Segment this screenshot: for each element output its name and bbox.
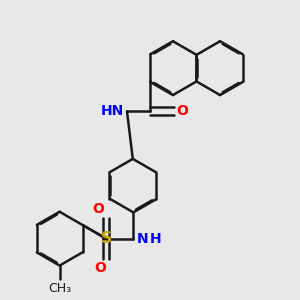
Text: O: O [176, 104, 188, 118]
Text: S: S [101, 231, 112, 246]
Text: O: O [92, 202, 104, 216]
Text: HN: HN [101, 104, 124, 118]
Text: O: O [94, 262, 106, 275]
Text: CH₃: CH₃ [49, 282, 72, 295]
Text: H: H [150, 232, 162, 246]
Text: N: N [136, 232, 148, 246]
